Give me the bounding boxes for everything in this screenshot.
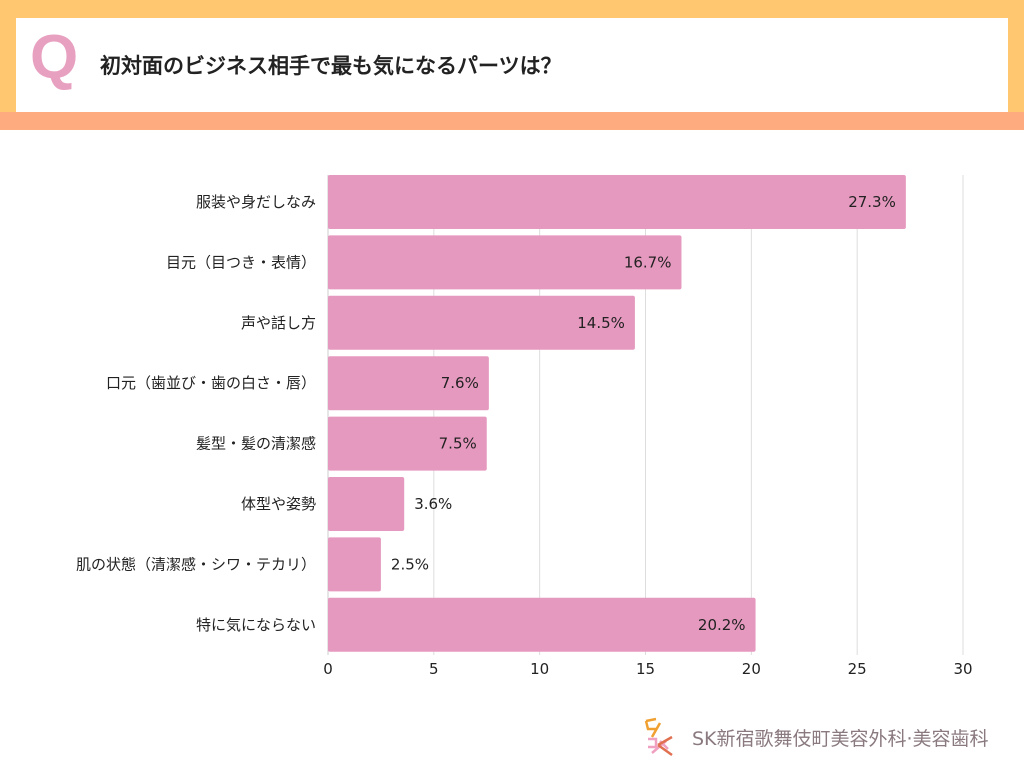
data-label: 20.2% (698, 616, 746, 634)
clinic-logo: SK新宿歌舞伎町美容外科·美容歯科 (642, 715, 989, 759)
bar (328, 235, 682, 290)
category-label: 肌の状態（清潔感・シワ・テカリ） (76, 555, 316, 573)
x-tick-label: 25 (848, 660, 867, 678)
category-label: 特に気にならない (196, 616, 316, 634)
bar (328, 295, 635, 350)
data-label: 14.5% (577, 314, 625, 332)
data-label: 7.6% (441, 374, 479, 392)
data-label: 27.3% (848, 193, 896, 211)
data-label: 7.5% (439, 435, 477, 453)
category-label: 服装や身だしなみ (196, 193, 316, 211)
header-banner-shadow (0, 112, 1024, 130)
x-tick-label: 5 (429, 660, 439, 678)
sk-logo-icon (644, 717, 673, 757)
bar (328, 597, 756, 652)
x-tick-label: 20 (742, 660, 761, 678)
category-label: 体型や姿勢 (241, 495, 316, 513)
header-panel (16, 18, 1008, 112)
bar (328, 416, 487, 471)
q-mark: Q (30, 23, 79, 92)
x-tick-label: 30 (953, 660, 972, 678)
category-label: 目元（目つき・表情） (166, 253, 316, 271)
category-label: 声や話し方 (241, 314, 316, 332)
x-tick-label: 15 (636, 660, 655, 678)
data-label: 16.7% (624, 253, 672, 271)
logo-text: SK新宿歌舞伎町美容外科·美容歯科 (692, 727, 989, 750)
bar (328, 537, 381, 592)
category-label: 口元（歯並び・歯の白さ・唇） (106, 374, 316, 392)
chart-title: 初対面のビジネス相手で最も気になるパーツは？ (100, 54, 562, 78)
x-tick-label: 0 (323, 660, 333, 678)
category-label: 髪型・髪の清潔感 (196, 435, 316, 453)
data-label: 3.6% (414, 495, 452, 513)
bar (328, 477, 405, 531)
bar (328, 175, 906, 229)
bar (328, 356, 489, 411)
data-label: 2.5% (391, 555, 429, 573)
x-tick-label: 10 (530, 660, 549, 678)
